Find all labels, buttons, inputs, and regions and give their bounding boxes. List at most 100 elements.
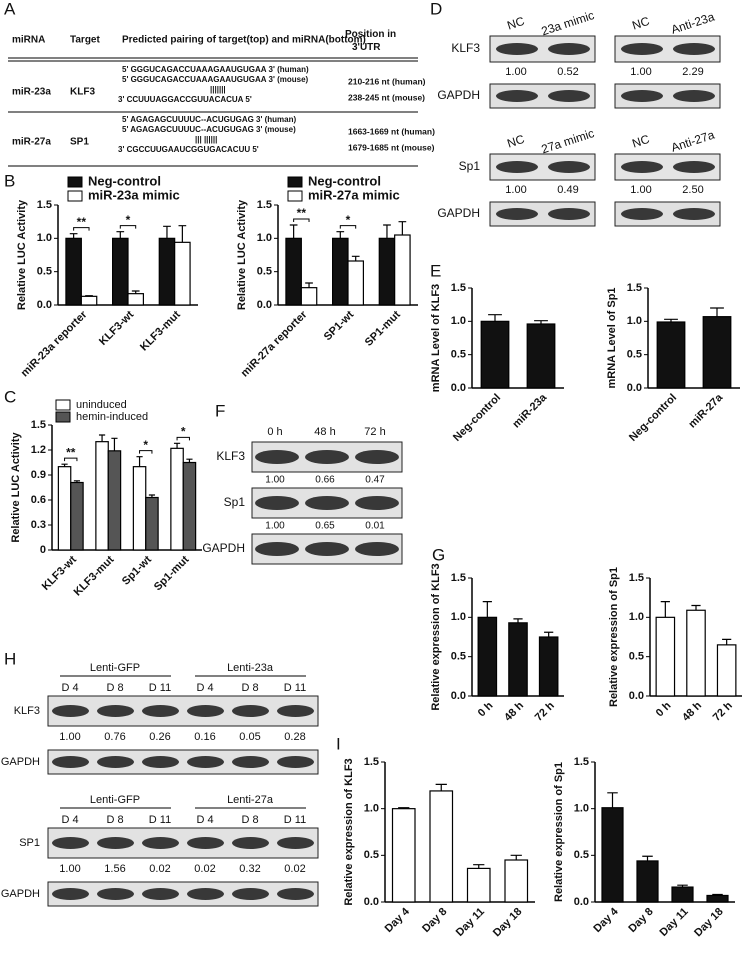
blot-frame <box>47 749 319 775</box>
legend-swatch <box>55 411 71 423</box>
x-tick-label: KLF3-wt <box>97 308 136 347</box>
significance: ** <box>77 215 87 229</box>
bar <box>671 886 694 903</box>
bar <box>285 237 302 306</box>
legend-label: miR-27a mimic <box>308 187 400 202</box>
significance: * <box>346 213 351 227</box>
significance: ** <box>66 445 76 459</box>
sequence: 5' AGAGAGCUUUUC--ACUGUGAG 3' (human) <box>122 115 297 124</box>
blot-label: Sp1 <box>459 159 481 173</box>
blot-band <box>97 756 134 768</box>
blot-band <box>673 161 715 173</box>
x-tick-label: Day 8 <box>420 906 449 935</box>
bar <box>655 616 676 697</box>
blot-frame <box>47 695 319 727</box>
position: 1679-1685 nt (mouse) <box>348 142 435 152</box>
y-axis-label: Relative expression of Sp1 <box>608 567 620 707</box>
group-header: Lenti-GFP <box>90 662 140 674</box>
lane-header: D 4 <box>61 682 78 694</box>
bar <box>636 860 659 903</box>
y-tick-label: 0.0 <box>451 382 466 394</box>
bar <box>57 466 72 551</box>
blot-frame <box>47 881 319 907</box>
blot-band <box>52 705 89 717</box>
blot-band <box>97 888 134 900</box>
blot-band <box>187 756 224 768</box>
blot-band <box>52 756 89 768</box>
bar <box>347 260 364 306</box>
y-tick-label: 0.5 <box>629 651 644 663</box>
y-axis-label: Relative LUC Activity <box>10 432 22 543</box>
y-tick-label: 0.5 <box>37 266 52 278</box>
error-bar <box>664 318 678 322</box>
band-value: 1.00 <box>630 184 651 196</box>
band-value: 1.00 <box>265 475 285 486</box>
y-tick-label: 1.0 <box>629 611 644 623</box>
legend-swatch <box>55 399 71 411</box>
blot-band <box>187 705 224 717</box>
error-bar <box>544 631 554 637</box>
blot-band <box>97 837 134 849</box>
bar <box>504 859 529 903</box>
significance-bracket <box>176 436 190 441</box>
bar <box>127 293 144 306</box>
lane-header: D 4 <box>196 814 213 826</box>
target: KLF3 <box>70 87 95 98</box>
error-bar <box>513 618 523 623</box>
error-bar <box>607 792 618 808</box>
mirna: miR-23a <box>12 87 51 98</box>
blot-band <box>548 43 590 55</box>
blot-label: KLF3 <box>451 41 480 55</box>
error-bar <box>73 480 81 483</box>
blot-band <box>621 43 663 55</box>
x-tick-label: Sp1-wt <box>120 553 154 587</box>
band-value: 0.65 <box>315 521 335 532</box>
y-tick-label: 0.0 <box>257 299 272 311</box>
y-tick-label: 0.5 <box>364 849 379 861</box>
y-tick-label: 1.5 <box>257 199 272 211</box>
y-tick-label: 1.0 <box>37 232 52 244</box>
blot-band <box>97 705 134 717</box>
error-bar <box>131 290 140 294</box>
position: 210-216 nt (human) <box>348 76 426 86</box>
bar <box>538 636 559 697</box>
legend-swatch <box>287 190 303 202</box>
y-axis-label: Relative LUC Activity <box>16 199 28 310</box>
band-value: 1.00 <box>505 66 526 78</box>
error-bar <box>186 458 193 463</box>
bar <box>526 323 556 389</box>
lane-header: D 8 <box>241 814 258 826</box>
sequence: 5' GGGUCAGACCUAAAGAAUGUGAA 3' (mouse) <box>122 75 309 84</box>
table-header: Target <box>70 35 100 46</box>
legend-label: hemin-induced <box>76 411 148 423</box>
error-bar <box>398 807 410 809</box>
error-bar <box>61 463 68 467</box>
y-tick-label: 0.5 <box>451 651 466 663</box>
bar <box>656 321 686 389</box>
bar <box>429 790 454 903</box>
blot-band <box>621 161 663 173</box>
significance-bracket <box>339 225 357 229</box>
x-tick-label: Day 8 <box>626 906 655 935</box>
y-tick-label: 1.5 <box>629 572 644 584</box>
panel-label: H <box>4 649 16 668</box>
table-header: Position in 3'UTR <box>345 29 396 53</box>
group-header: Lenti-GFP <box>90 794 140 806</box>
panel-label: I <box>336 734 341 753</box>
error-bar <box>136 456 143 467</box>
significance: * <box>126 213 131 227</box>
blot-band <box>52 837 89 849</box>
error-bar <box>534 320 548 324</box>
header-line: Position in <box>345 29 396 40</box>
x-tick-label: 48 h <box>502 699 526 723</box>
blot-label: GAPDH <box>437 88 480 102</box>
y-axis-label: Relative LUC Activity <box>236 199 248 310</box>
bar <box>706 894 729 903</box>
y-tick-label: 0.0 <box>37 299 52 311</box>
x-tick-label: Neg-control <box>451 392 503 444</box>
x-tick-label: 0 h <box>476 700 496 720</box>
blot-band <box>277 705 314 717</box>
table-header: Predicted pairing of target(top) and miR… <box>122 35 366 46</box>
lane-header: Anti-27a <box>669 128 716 155</box>
legend-label: Neg-control <box>88 173 161 188</box>
